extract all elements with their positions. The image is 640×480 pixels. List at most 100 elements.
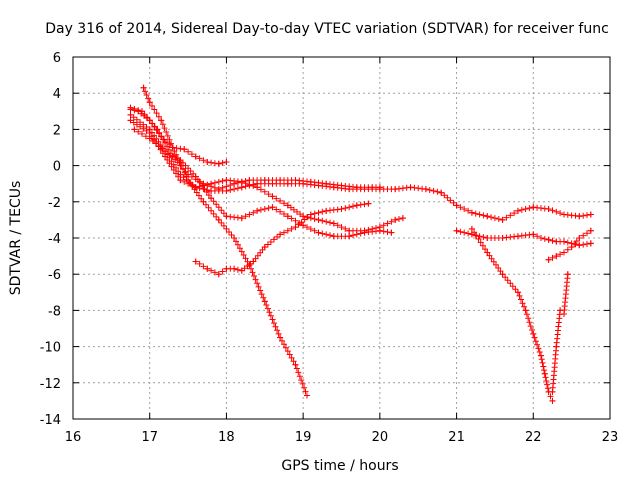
data-point — [223, 213, 230, 220]
series-track-d — [127, 111, 594, 223]
x-tick-label: 17 — [141, 430, 158, 445]
tick-labels: 16 17 18 19 20 21 22 23 -14 -12 -10 -8 -6 -4 -2 0 2 4 6 — [40, 51, 619, 445]
data-point — [303, 392, 310, 399]
data-point — [484, 213, 491, 220]
data-point — [300, 180, 307, 187]
data-point — [231, 235, 238, 241]
data-point — [514, 233, 521, 240]
data-point — [353, 202, 360, 209]
data-point — [537, 235, 544, 241]
series-track-k — [549, 271, 571, 395]
data-point — [146, 99, 153, 106]
data-point — [238, 215, 245, 222]
data-point — [361, 186, 368, 193]
y-tick-label: 2 — [53, 123, 61, 138]
data-point — [392, 216, 399, 223]
data-point — [250, 258, 257, 265]
data-point — [300, 222, 307, 229]
data-point — [269, 193, 276, 200]
data-point — [181, 146, 188, 153]
y-axis-label: SDTVAR / TECUs — [8, 181, 24, 296]
data-point — [223, 177, 230, 184]
data-point — [361, 229, 368, 236]
data-point — [422, 186, 429, 193]
y-tick-label: 0 — [53, 160, 61, 175]
data-point — [553, 238, 560, 245]
data-point — [238, 267, 245, 274]
data-point — [514, 207, 521, 214]
data-point — [453, 227, 460, 234]
data-point — [192, 153, 199, 160]
data-point — [365, 200, 372, 207]
data-point — [223, 265, 230, 272]
data-point — [154, 126, 161, 133]
data-point — [553, 253, 560, 260]
data-point — [576, 213, 583, 220]
data-point — [576, 235, 583, 241]
data-point — [560, 249, 567, 256]
y-tick-label: -4 — [48, 232, 61, 247]
data-point — [468, 209, 475, 216]
data-point — [522, 307, 529, 314]
data-point — [223, 187, 230, 194]
data-point — [541, 370, 548, 377]
data-point — [223, 158, 230, 165]
data-point — [453, 202, 460, 209]
data-point — [185, 171, 192, 178]
data-point — [499, 271, 506, 278]
x-tick-label: 23 — [602, 430, 619, 445]
data-point — [300, 213, 307, 220]
series-track-i — [468, 225, 556, 404]
data-point — [587, 240, 594, 247]
data-point — [146, 130, 153, 137]
data-point — [537, 352, 544, 359]
data-point — [254, 184, 261, 191]
data-point — [284, 213, 291, 220]
data-point — [323, 207, 330, 214]
data-point — [284, 202, 291, 209]
data-point — [499, 216, 506, 223]
data-point — [162, 153, 169, 160]
data-point — [330, 233, 337, 240]
data-point — [292, 361, 299, 368]
data-point — [514, 289, 521, 296]
x-tick-label: 22 — [525, 430, 542, 445]
x-tick-label: 21 — [448, 430, 465, 445]
data-point — [204, 158, 211, 165]
data-point — [146, 135, 153, 142]
data-point — [399, 215, 406, 222]
data-point — [315, 229, 322, 236]
data-point — [407, 184, 414, 191]
data-point — [204, 265, 211, 272]
data-point — [215, 216, 222, 223]
x-tick-label: 18 — [218, 430, 235, 445]
data-point — [127, 104, 134, 111]
data-point — [560, 211, 567, 218]
data-point — [269, 180, 276, 187]
tick-marks — [72, 56, 611, 420]
x-tick-label: 20 — [372, 430, 389, 445]
y-tick-label: 6 — [53, 51, 61, 66]
series-track-j — [545, 227, 594, 263]
grid-lines — [73, 57, 610, 419]
data-point — [277, 231, 284, 238]
series-track-a — [140, 84, 310, 399]
data-point — [208, 180, 215, 187]
data-point — [560, 238, 567, 245]
data-point — [530, 330, 537, 337]
y-tick-label: 4 — [53, 87, 61, 102]
data-point — [553, 343, 560, 350]
data-point — [549, 397, 556, 404]
y-tick-label: -6 — [48, 268, 61, 283]
data-point — [284, 180, 291, 187]
data-point — [315, 216, 322, 223]
data-point — [177, 157, 184, 164]
data-point — [127, 111, 134, 118]
data-point — [484, 235, 491, 241]
data-point — [545, 206, 552, 213]
data-point — [549, 388, 556, 395]
data-point — [338, 206, 345, 213]
data-point — [545, 236, 552, 243]
